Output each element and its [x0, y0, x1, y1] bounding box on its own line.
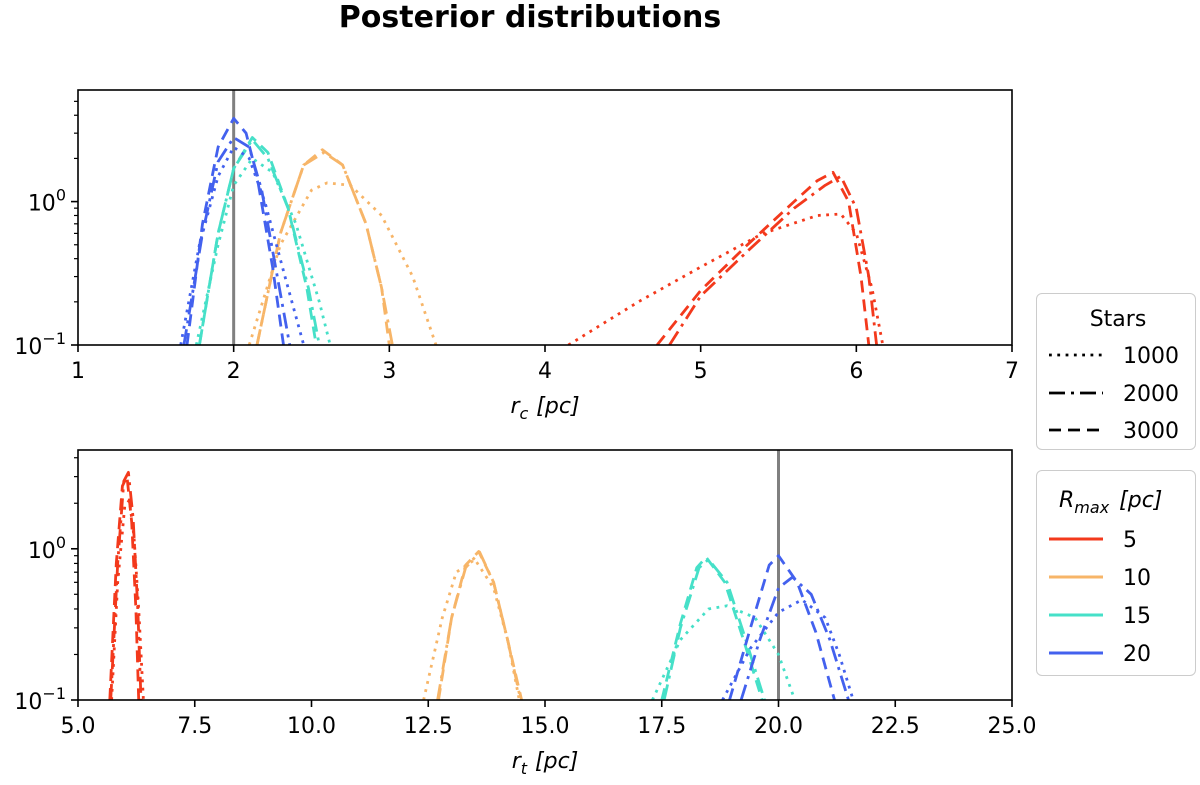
y-tick-label: 100: [28, 533, 66, 564]
rmax-legend-title: Rmax [pc]: [1059, 488, 1162, 517]
stars-legend-graphic: Stars 1000 2000 3000: [1049, 307, 1179, 444]
series-rmax5-dashdot: [109, 471, 143, 700]
rc-panel: 1 2 3 4 5 6 7 100 10−1 rc [pc]: [14, 89, 1019, 423]
x-tick-label: 7: [1005, 359, 1019, 384]
rmax-legend-label-20: 20: [1123, 642, 1151, 667]
x-tick-label: 22.5: [871, 714, 920, 739]
axes-frame: [77, 449, 1013, 701]
x-tick-label: 25.0: [988, 714, 1037, 739]
series-rmax20-dashdot: [182, 136, 292, 345]
x-tick-label: 15.0: [521, 714, 570, 739]
rmax-legend-label-15: 15: [1123, 604, 1151, 629]
series-rmax20-dashed: [185, 117, 285, 345]
series-rmax5-dashdot: [668, 174, 878, 345]
rmax-legend: Rmax [pc] 5 10 15 20: [1036, 470, 1196, 676]
y-tick-label: 10−1: [14, 684, 66, 715]
chart-title: Posterior distributions: [338, 0, 722, 35]
series-rmax5-dashed: [108, 475, 141, 700]
x-axis-label: rt [pc]: [512, 749, 579, 778]
x-tick-label: 6: [849, 359, 863, 384]
series-rmax10-dashdot: [255, 151, 394, 345]
x-tick-label: 1: [71, 359, 85, 384]
series-rmax15-dashed: [660, 555, 764, 700]
x-tick-label: 4: [538, 359, 552, 384]
x-tick-label: 5.0: [61, 714, 96, 739]
stars-legend-label-1000: 1000: [1123, 344, 1179, 369]
series-rmax10-dotted: [247, 181, 438, 345]
series-rmax15-dashdot: [662, 558, 766, 700]
series-rmax15-dotted: [651, 604, 797, 700]
x-tick-label: 7.5: [177, 714, 212, 739]
x-tick-label: 5: [694, 359, 708, 384]
series-rmax15-dotted: [194, 157, 332, 345]
series-rmax5-dashed: [656, 170, 871, 345]
x-tick-label: 3: [382, 359, 396, 384]
rmax-legend-graphic: Rmax [pc] 5 10 15 20: [1049, 488, 1162, 667]
stars-legend-label-2000: 2000: [1123, 382, 1179, 407]
rmax-legend-label-10: 10: [1123, 566, 1151, 591]
x-tick-label: 12.5: [404, 714, 453, 739]
rt-panel: 5.0 7.5 10.0 12.5 15.0 17.5 20.0 22.5 25.0 100 10−…: [14, 449, 1037, 778]
rmax-legend-label-5: 5: [1123, 528, 1137, 553]
series-rmax10-dashed: [437, 550, 523, 700]
series-rmax10-dashdot: [436, 550, 523, 700]
y-tick-label: 10−1: [14, 329, 66, 360]
x-tick-label: 17.5: [637, 714, 686, 739]
series-rmax15-dashed: [198, 136, 318, 345]
series-rmax5-dotted: [567, 212, 885, 345]
stars-legend-label-3000: 3000: [1123, 419, 1179, 444]
x-axis-label: rc [pc]: [510, 394, 579, 423]
x-tick-label: 10.0: [287, 714, 336, 739]
stars-legend-title: Stars: [1090, 307, 1147, 332]
y-tick-label: 100: [28, 186, 66, 217]
x-tick-label: 20.0: [754, 714, 803, 739]
x-tick-label: 2: [227, 359, 241, 384]
series-rmax20-dashed: [728, 554, 836, 700]
series-rmax20-dotted: [721, 598, 855, 700]
stars-legend: Stars 1000 2000 3000: [1036, 293, 1196, 450]
